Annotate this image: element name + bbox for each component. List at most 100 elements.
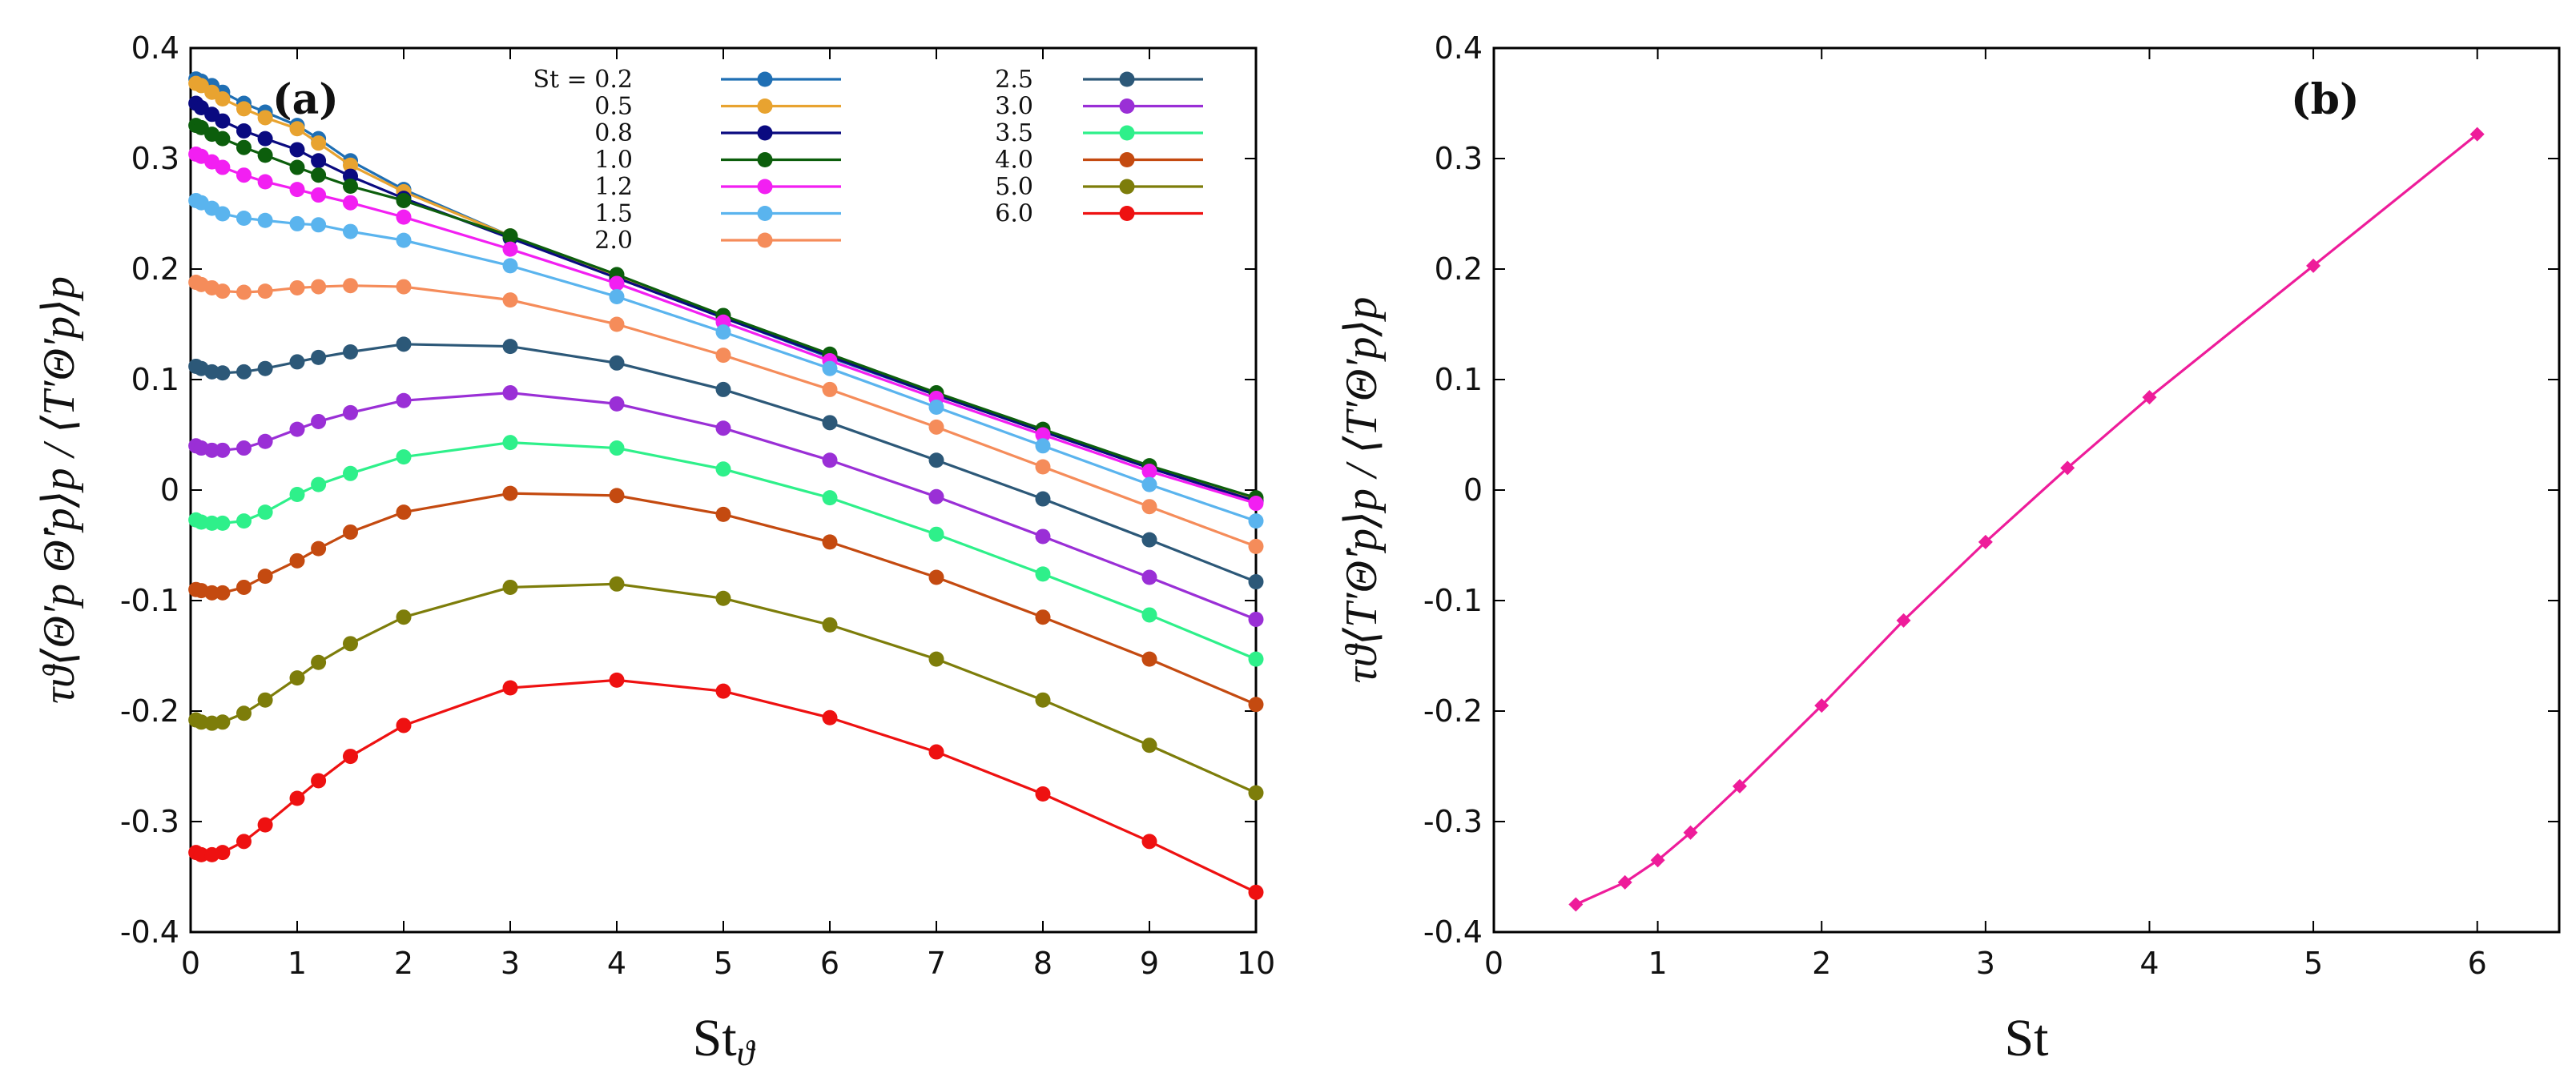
panel-a-data-point [928, 569, 944, 585]
panel-a-y-tick-label: -0.3 [120, 804, 179, 839]
panel-a-x-tick-label: 8 [1033, 946, 1053, 981]
panel-a-data-point [236, 167, 252, 183]
panel-b-data-point [2469, 127, 2485, 142]
panel-a-data-point [396, 209, 412, 225]
panel-a-x-tick-label: 10 [1237, 946, 1275, 981]
panel-a-x-tick-label: 4 [607, 946, 626, 981]
panel-a-data-point [715, 683, 731, 699]
panel-a-data-point [928, 419, 944, 435]
panel-a-data-point [396, 392, 412, 408]
panel-a-data-point [609, 440, 625, 456]
panel-a-data-point [1248, 513, 1264, 529]
panel-a-data-point [715, 324, 731, 340]
panel-b-series-line [1575, 133, 2478, 906]
panel-a-data-point [257, 147, 273, 163]
panel-b-y-ticks: -0.4 -0.3 -0.2 -0.1 0 0.1 0.2 0.3 0.4 [1423, 30, 2559, 950]
panel-a-data-point [236, 834, 252, 850]
panel-a-data-point [502, 339, 518, 355]
legend-marker [757, 125, 773, 141]
panel-a-data-point [1035, 566, 1051, 582]
panel-a-data-point [257, 433, 273, 449]
panel-a-data-point [715, 348, 731, 364]
panel-a-y-tick-label: -0.1 [120, 583, 179, 618]
panel-b-data-point [1683, 825, 1698, 840]
legend-marker [1119, 152, 1135, 167]
panel-a-data-point [289, 279, 305, 295]
panel-a-data-point [343, 749, 358, 765]
panel-a-data-point [1141, 532, 1157, 548]
panel-a-x-tick-label: 3 [501, 946, 520, 981]
panel-a-data-point [502, 485, 518, 501]
panel-a-data-point [215, 515, 231, 531]
legend-label: 2.0 [594, 227, 633, 255]
panel-a-data-point [236, 211, 252, 227]
panel-a-data-point [715, 381, 731, 397]
legend-marker [1119, 179, 1135, 195]
panel-b-x-tick-label: 1 [1648, 946, 1668, 981]
panel-b-data-point [2060, 460, 2075, 476]
legend-label: 6.0 [995, 200, 1033, 228]
panel-b-y-axis-label: τϑ⟨T′Θ̇′p⟩p / ⟨T′Θ′p⟩p [1337, 297, 1387, 684]
panel-a-data-point [236, 364, 252, 380]
panel-a-data-point [1035, 528, 1051, 545]
panel-a-data-point [396, 449, 412, 465]
panel-b-data-point [1568, 897, 1584, 912]
panel-a-data-point [236, 513, 252, 529]
panel-b-data-point [1650, 853, 1665, 868]
panel-b-data-point [1732, 778, 1747, 794]
legend-label: 4.0 [995, 147, 1033, 175]
panel-a-data-point [928, 400, 944, 415]
panel-a-data-point [343, 223, 358, 239]
panel-b-y-tick-label: 0 [1463, 472, 1483, 508]
panel-a-data-point [1248, 785, 1264, 801]
panel-b-y-tick-label: -0.3 [1423, 804, 1483, 839]
panel-a-data-point [502, 228, 518, 244]
panel-b-x-axis-label: St [2004, 1009, 2048, 1067]
panel-a-data-point [396, 192, 412, 208]
panel-a-y-axis-label: τϑ⟨Θ′p Θ̇′p⟩p / ⟨T′Θ′p⟩p [34, 276, 84, 704]
panel-a-data-point [715, 506, 731, 522]
panel-a-data-point [396, 717, 412, 733]
panel-a-data-point [343, 404, 358, 420]
legend-label: 3.0 [995, 93, 1033, 121]
legend-marker [757, 152, 773, 167]
panel-b-y-tick-label: 0.2 [1435, 251, 1483, 287]
legend-marker [757, 206, 773, 221]
panel-a-data-point [236, 101, 252, 117]
panel-b-y-tick-label: 0.1 [1435, 362, 1483, 397]
panel-a-data-point [257, 817, 273, 833]
panel-a-data-point [215, 365, 231, 381]
panel-b-series-b [1568, 127, 2485, 912]
panel-a-x-tick-label: 1 [288, 946, 307, 981]
panel-a-data-point [502, 385, 518, 401]
panel-a-data-point [502, 680, 518, 696]
panel-a-y-tick-label: 0.2 [131, 251, 179, 287]
panel-a-data-point [289, 121, 305, 137]
panel-a-data-point [609, 355, 625, 371]
panel-a-series-3.5 [188, 435, 1264, 667]
panel-a-data-point [289, 354, 305, 370]
panel-a-data-point [257, 212, 273, 228]
panel-a-data-point [343, 157, 358, 173]
panel-a-data-point [502, 258, 518, 274]
panel-a-data-point [289, 182, 305, 198]
panel-a-y-tick-label: 0.4 [131, 30, 179, 66]
panel-a-data-point [609, 316, 625, 332]
panel-a: 0 1 2 3 4 5 6 7 8 9 10 -0.4-0.3-0.2-0.100.10.20.30… [34, 30, 1275, 1073]
panel-a-data-point [257, 504, 273, 520]
panel-a-data-point [822, 360, 838, 376]
panel-b-x-ticks: 0 1 2 3 4 5 6 [1484, 48, 2487, 981]
panel-b-y-tick-label: -0.2 [1423, 693, 1483, 729]
legend-marker [757, 179, 773, 195]
panel-a-data-point [609, 396, 625, 412]
panel-b: 0 1 2 3 4 5 6 -0.4 -0.3 -0.2 -0.1 0 0.1 0.2 0.3 0.4 (b… [1337, 30, 2561, 1067]
panel-a-data-point [609, 672, 625, 688]
legend-label: St = 0.2 [533, 66, 633, 94]
panel-a-data-point [1248, 697, 1264, 713]
panel-b-x-tick-label: 3 [1976, 946, 1995, 981]
panel-a-data-point [257, 131, 273, 147]
panel-a-data-point [343, 524, 358, 540]
panel-a-data-point [215, 714, 231, 730]
panel-a-data-point [502, 292, 518, 308]
panel-a-data-point [257, 174, 273, 190]
